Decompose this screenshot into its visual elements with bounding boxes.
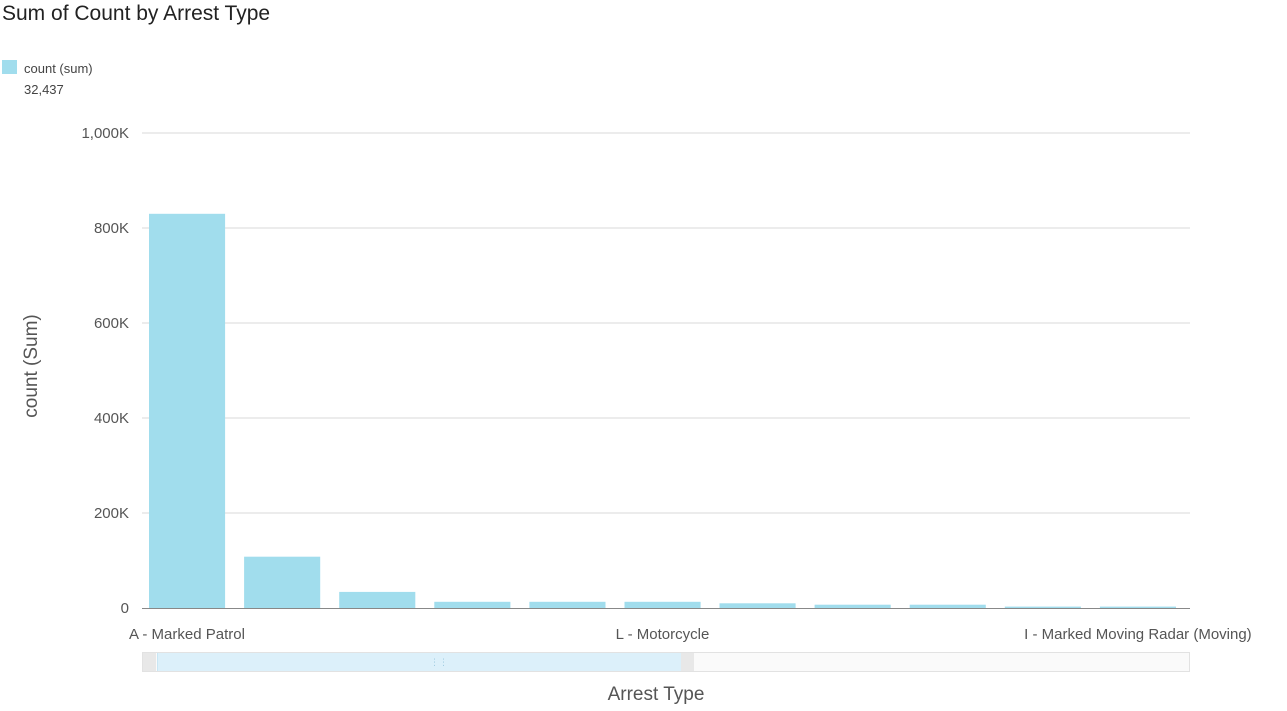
bar[interactable]: [339, 591, 416, 608]
bar[interactable]: [244, 556, 321, 608]
y-tick-label: 200K: [94, 505, 129, 522]
y-tick-label: 800K: [94, 220, 129, 237]
x-tick-label: A - Marked Patrol: [129, 626, 245, 643]
bar[interactable]: [814, 604, 891, 608]
y-tick-label: 400K: [94, 410, 129, 427]
scroller-handle-right[interactable]: [681, 653, 694, 671]
bar[interactable]: [149, 213, 226, 609]
scroller-window[interactable]: ⋮⋮: [157, 653, 683, 671]
legend-label: count (sum): [24, 61, 93, 76]
y-tick-label: 600K: [94, 315, 129, 332]
bar[interactable]: [909, 604, 986, 608]
y-tick-label: 0: [121, 600, 129, 617]
grip-icon[interactable]: ⋮⋮: [430, 657, 448, 667]
legend-swatch: [2, 60, 17, 74]
bar[interactable]: [434, 601, 511, 608]
x-tick-label: I - Marked Moving Radar (Moving): [1024, 626, 1252, 643]
bar[interactable]: [624, 601, 701, 608]
x-tick-label: L - Motorcycle: [616, 626, 710, 643]
legend-total: 32,437: [24, 82, 64, 97]
bar[interactable]: [1004, 606, 1081, 608]
bar[interactable]: [529, 601, 606, 608]
bar[interactable]: [1099, 606, 1176, 608]
x-axis-title: Arrest Type: [607, 684, 705, 705]
y-tick-label: 1,000K: [81, 125, 129, 142]
range-scroller[interactable]: ⋮⋮: [142, 652, 1190, 672]
scroller-handle-left[interactable]: [143, 653, 156, 671]
bar[interactable]: [719, 603, 796, 609]
chart-title: Sum of Count by Arrest Type: [2, 2, 271, 25]
